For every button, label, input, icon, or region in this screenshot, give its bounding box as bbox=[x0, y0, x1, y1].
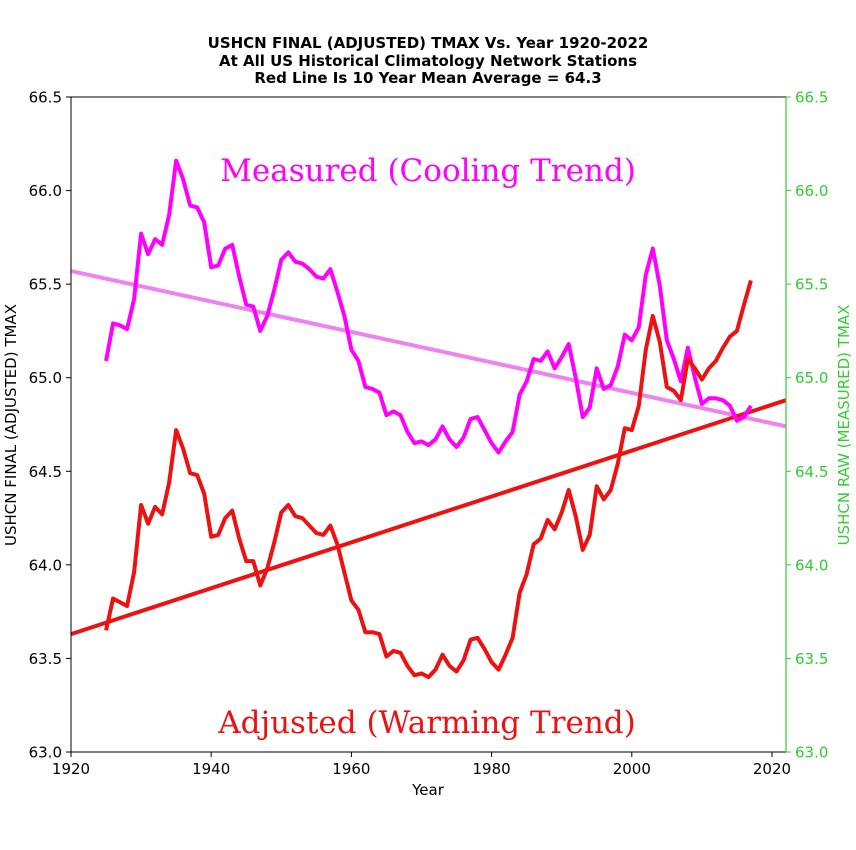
right-y-tick-label: 66.0 bbox=[795, 182, 828, 200]
left-y-tick-label: 63.0 bbox=[29, 744, 62, 762]
x-tick-label: 1980 bbox=[472, 760, 510, 778]
chart-title-line-3: Red Line Is 10 Year Mean Average = 64.3 bbox=[254, 69, 601, 87]
left-y-axis-label: USHCN FINAL (ADJUSTED) TMAX bbox=[2, 304, 20, 546]
left-y-tick-label: 65.0 bbox=[29, 369, 62, 387]
plot-area bbox=[70, 158, 787, 680]
left-y-tick-label: 64.0 bbox=[29, 556, 62, 574]
right-y-tick-label: 63.5 bbox=[795, 650, 828, 668]
chart-title-line-1: USHCN FINAL (ADJUSTED) TMAX Vs. Year 192… bbox=[208, 34, 649, 52]
adjusted-series-line bbox=[104, 279, 753, 680]
left-y-tick-label: 65.5 bbox=[29, 276, 62, 294]
adjusted-trendline bbox=[70, 398, 787, 637]
left-y-tick-label: 66.0 bbox=[29, 182, 62, 200]
right-y-tick-label: 66.5 bbox=[795, 89, 828, 107]
measured-trendline bbox=[70, 269, 787, 429]
left-y-tick-label: 66.5 bbox=[29, 89, 62, 107]
right-y-tick-label: 64.5 bbox=[795, 463, 828, 481]
adjusted-trend-annotation: Adjusted (Warming Trend) bbox=[217, 705, 636, 741]
right-y-tick-label: 65.5 bbox=[795, 276, 828, 294]
right-y-tick-label: 64.0 bbox=[795, 556, 828, 574]
x-axis-label: Year bbox=[411, 781, 445, 799]
x-tick-label: 2000 bbox=[613, 760, 651, 778]
x-tick-label: 1940 bbox=[192, 760, 230, 778]
x-tick-label: 2020 bbox=[753, 760, 791, 778]
right-y-axis-label: USHCN RAW (MEASURED) TMAX bbox=[835, 305, 853, 546]
measured-trend-annotation: Measured (Cooling Trend) bbox=[220, 153, 636, 189]
left-y-tick-label: 63.5 bbox=[29, 650, 62, 668]
x-tick-label: 1920 bbox=[52, 760, 90, 778]
chart-title-line-2: At All US Historical Climatology Network… bbox=[219, 52, 637, 70]
left-y-tick-label: 64.5 bbox=[29, 463, 62, 481]
right-y-tick-label: 63.0 bbox=[795, 744, 828, 762]
right-y-tick-label: 65.0 bbox=[795, 369, 828, 387]
measured-series-line bbox=[104, 158, 753, 455]
x-tick-label: 1960 bbox=[332, 760, 370, 778]
